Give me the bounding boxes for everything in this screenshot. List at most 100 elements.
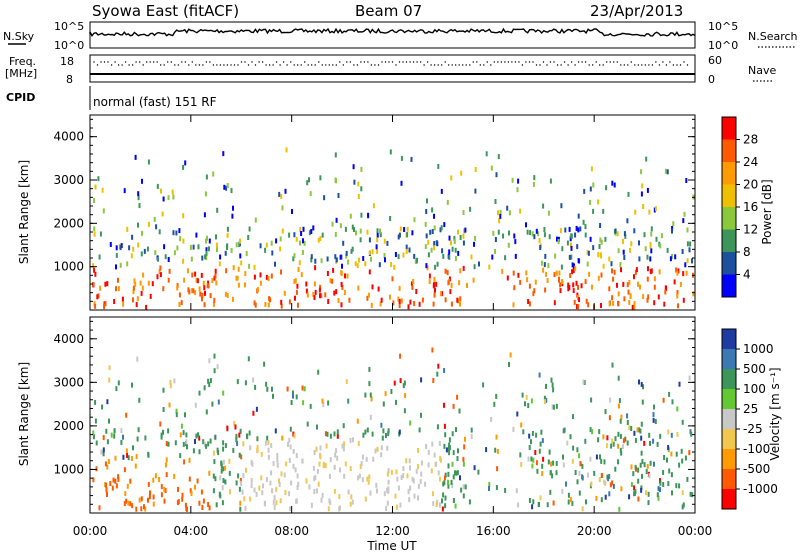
echo-cell bbox=[532, 457, 535, 463]
echo-cell bbox=[417, 495, 419, 501]
echo-cell bbox=[267, 454, 270, 460]
echo-cell bbox=[667, 445, 670, 450]
nave-point bbox=[430, 64, 432, 66]
echo-cell bbox=[532, 181, 535, 187]
echo-cell bbox=[248, 430, 251, 436]
echo-cell bbox=[313, 281, 316, 287]
nave-point bbox=[321, 64, 323, 66]
echo-cell bbox=[573, 299, 576, 305]
echo-cell bbox=[222, 459, 225, 465]
echo-cell bbox=[399, 502, 402, 508]
echo-cell bbox=[405, 244, 408, 250]
echo-cell bbox=[192, 244, 195, 250]
echo-cell bbox=[366, 427, 369, 433]
echo-cell bbox=[161, 211, 164, 217]
echo-cell bbox=[408, 458, 411, 464]
echo-cell bbox=[601, 473, 604, 478]
echo-cell bbox=[297, 267, 300, 272]
echo-cell bbox=[222, 440, 225, 446]
echo-cell bbox=[214, 434, 217, 440]
echo-cell bbox=[678, 462, 681, 468]
echo-cell bbox=[306, 180, 309, 186]
echo-cell bbox=[144, 506, 147, 512]
echo-cell bbox=[454, 247, 457, 253]
echo-cell bbox=[105, 482, 107, 488]
echo-cell bbox=[167, 257, 170, 262]
echo-cell bbox=[413, 253, 416, 259]
echo-cell bbox=[184, 160, 187, 166]
echo-cell bbox=[147, 221, 150, 227]
echo-cell bbox=[368, 366, 371, 372]
echo-cell bbox=[202, 280, 205, 286]
echo-cell bbox=[205, 238, 207, 244]
nave-point bbox=[335, 64, 337, 66]
echo-cell bbox=[457, 250, 460, 256]
echo-cell bbox=[225, 185, 228, 191]
echo-cell bbox=[677, 303, 679, 309]
echo-cell bbox=[345, 379, 348, 385]
echo-cell bbox=[288, 491, 291, 497]
echo-cell bbox=[263, 500, 266, 506]
echo-cell bbox=[225, 268, 228, 274]
echo-cell bbox=[499, 209, 502, 215]
echo-cell bbox=[232, 296, 234, 302]
echo-cell bbox=[547, 263, 550, 269]
echo-cell bbox=[104, 461, 107, 467]
echo-cell bbox=[633, 301, 636, 307]
echo-cell bbox=[240, 454, 243, 460]
echo-cell bbox=[231, 213, 234, 219]
echo-cell bbox=[462, 456, 465, 462]
echo-cell bbox=[271, 488, 274, 494]
echo-cell bbox=[622, 238, 624, 244]
echo-cell bbox=[517, 178, 520, 184]
echo-cell bbox=[356, 418, 359, 424]
echo-cell bbox=[506, 275, 509, 281]
echo-cell bbox=[535, 432, 538, 438]
echo-cell bbox=[328, 498, 331, 504]
echo-cell bbox=[290, 480, 293, 486]
echo-cell bbox=[580, 283, 583, 289]
echo-cell bbox=[545, 271, 548, 277]
echo-cell bbox=[444, 432, 447, 438]
echo-cell bbox=[169, 379, 172, 385]
echo-cell bbox=[333, 431, 336, 437]
echo-cell bbox=[519, 279, 522, 285]
echo-cell bbox=[542, 456, 545, 462]
echo-cell bbox=[238, 452, 241, 458]
echo-cell bbox=[494, 447, 497, 453]
echo-cell bbox=[417, 447, 419, 453]
nave-point bbox=[658, 64, 661, 66]
echo-cell bbox=[104, 281, 107, 287]
nave-point bbox=[542, 61, 545, 63]
echo-cell bbox=[447, 463, 450, 469]
echo-cell bbox=[390, 469, 393, 475]
echo-cell bbox=[576, 304, 578, 310]
echo-cell bbox=[644, 246, 647, 252]
echo-cell bbox=[207, 283, 210, 289]
echo-cell bbox=[544, 287, 547, 293]
echo-cell bbox=[514, 239, 517, 245]
echo-cell bbox=[360, 461, 363, 467]
echo-cell bbox=[355, 230, 357, 236]
echo-cell bbox=[205, 255, 208, 261]
echo-cell bbox=[182, 258, 185, 264]
echo-cell bbox=[497, 210, 499, 216]
echo-cell bbox=[368, 269, 371, 275]
echo-cell bbox=[626, 420, 629, 425]
echo-cell bbox=[567, 499, 570, 505]
echo-cell bbox=[395, 399, 397, 405]
nave-point bbox=[451, 64, 453, 66]
echo-cell bbox=[685, 270, 688, 276]
echo-cell bbox=[628, 494, 631, 500]
echo-cell bbox=[437, 470, 440, 476]
echo-cell bbox=[234, 424, 237, 430]
echo-cell bbox=[300, 231, 303, 236]
echo-cell bbox=[561, 279, 564, 285]
station-title: Syowa East (fitACF) bbox=[92, 2, 239, 20]
echo-cell bbox=[247, 356, 250, 362]
echo-cell bbox=[525, 270, 528, 276]
echo-cell bbox=[246, 433, 248, 439]
echo-cell bbox=[570, 242, 572, 248]
echo-cell bbox=[107, 459, 110, 464]
echo-cell bbox=[425, 263, 428, 269]
